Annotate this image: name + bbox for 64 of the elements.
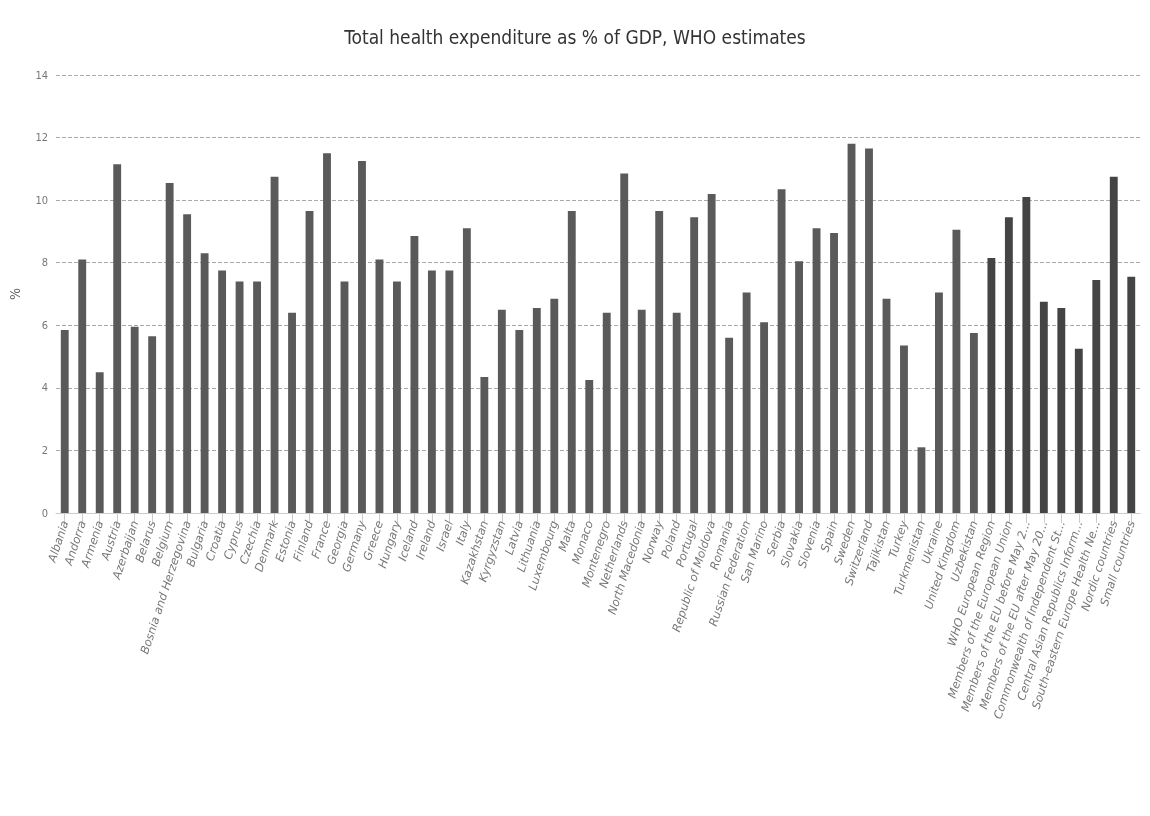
bar [323, 153, 331, 513]
bar [393, 281, 401, 513]
bar [235, 281, 244, 513]
bar [585, 380, 594, 513]
y-tick-label: 2 [41, 443, 48, 457]
bar [113, 164, 122, 513]
bar [1004, 217, 1013, 513]
bar [130, 326, 139, 513]
bar [1074, 348, 1083, 513]
bar [987, 258, 996, 513]
bar [952, 229, 961, 513]
bar [1127, 276, 1136, 513]
bar [655, 211, 664, 513]
bar [183, 214, 192, 513]
bar [865, 148, 873, 513]
y-tick-label: 14 [35, 68, 48, 82]
y-tick-label: 4 [41, 381, 48, 395]
bar [427, 270, 436, 513]
bar [637, 309, 646, 513]
bar [725, 337, 734, 513]
bar [218, 270, 227, 513]
bar [462, 228, 471, 513]
bar [358, 161, 366, 513]
bar [78, 259, 87, 513]
bar [672, 312, 681, 513]
bar [532, 308, 541, 513]
bar [935, 292, 943, 513]
bar [445, 270, 454, 513]
bar [742, 292, 751, 513]
bar [288, 312, 296, 513]
y-axis-title: % [7, 287, 23, 300]
bar [515, 329, 524, 513]
bar [690, 217, 699, 513]
bar [1022, 197, 1031, 513]
bar [550, 298, 559, 513]
bar [1057, 308, 1066, 513]
bar [410, 236, 419, 513]
bar [969, 333, 978, 513]
bar [480, 376, 489, 513]
bar [200, 253, 209, 513]
bar [60, 329, 69, 513]
bar [165, 182, 174, 513]
bar [1092, 279, 1101, 513]
bar [777, 189, 786, 513]
bar [602, 312, 611, 513]
bar [620, 173, 629, 513]
bar [760, 322, 769, 513]
y-tick-label: 0 [41, 506, 48, 520]
bar [95, 372, 104, 513]
bar [1109, 176, 1118, 513]
bar [795, 261, 803, 513]
y-tick-label: 10 [35, 193, 48, 207]
chart-title: Total health expenditure as % of GDP, WHO estimates [343, 25, 806, 48]
y-tick-label: 6 [41, 318, 48, 332]
y-tick-label: 8 [41, 256, 48, 270]
y-tick-label: 12 [35, 131, 48, 145]
bar [497, 309, 506, 513]
bar [707, 193, 716, 513]
bar [1039, 301, 1048, 513]
bar [567, 211, 576, 513]
bar [148, 336, 157, 513]
bar [900, 345, 908, 513]
bar [253, 281, 261, 513]
bar [830, 232, 838, 513]
